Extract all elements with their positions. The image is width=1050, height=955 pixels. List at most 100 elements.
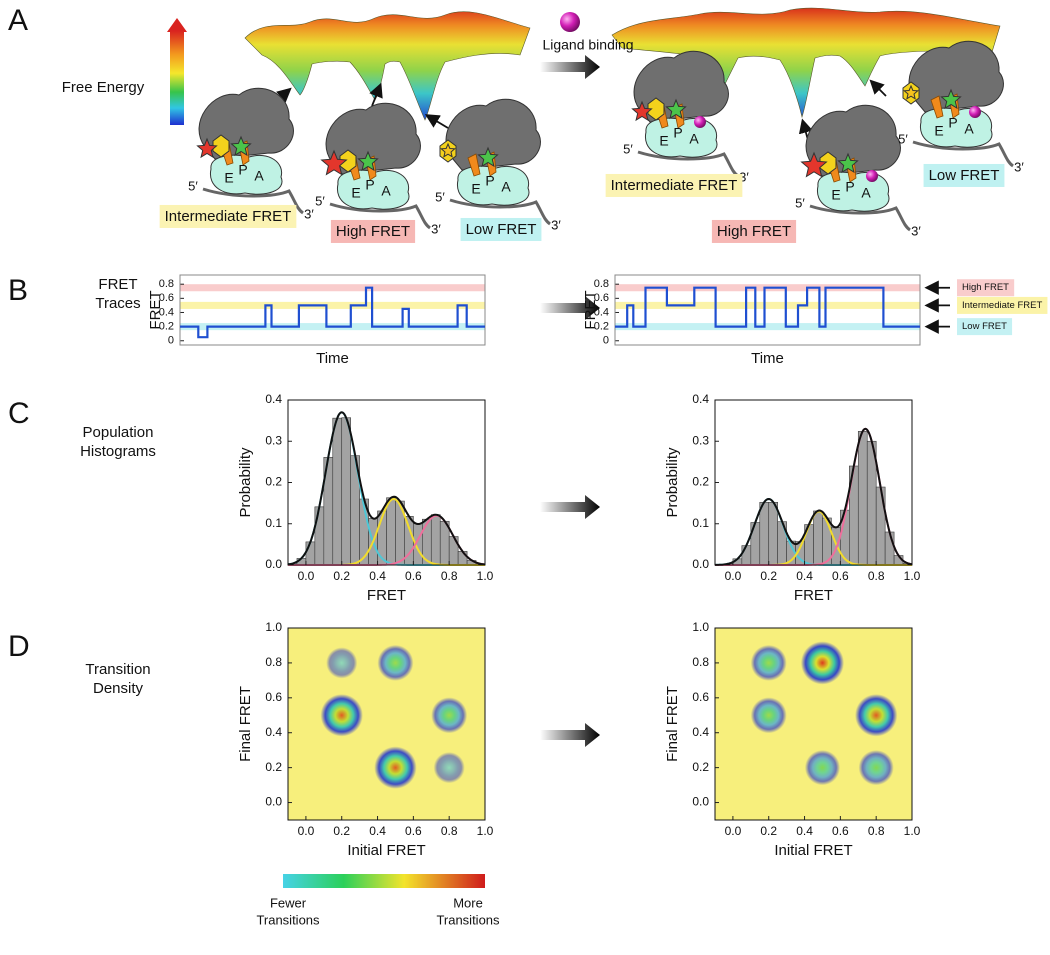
state-label: Low FRET: [466, 221, 537, 238]
x-tick-label: 0.2: [333, 569, 350, 583]
trna: [930, 95, 944, 119]
plot-frame: [614, 274, 921, 346]
large-subunit: [445, 98, 541, 171]
state-label-box: [711, 219, 797, 243]
density-peak: [750, 644, 787, 681]
hist-bar: [759, 501, 770, 566]
state-label: High FRET: [717, 223, 791, 240]
plot-frame: [287, 627, 486, 821]
hist-bar: [813, 510, 823, 566]
state-label-box: [330, 219, 416, 243]
hist-bar: [457, 551, 468, 566]
density-peak: [431, 697, 468, 734]
state-label-box: [159, 204, 297, 228]
y-tick-label: 0.8: [265, 655, 282, 669]
fluorophore: [903, 84, 919, 100]
end-label: 5′: [315, 193, 325, 208]
end-label: 3′: [431, 221, 441, 236]
y-tick-label: 0.8: [594, 278, 609, 290]
density-peak: [804, 750, 841, 786]
y-axis-label: FRET: [582, 290, 599, 329]
ligand: [866, 170, 878, 182]
y-tick-label: 0.6: [265, 690, 282, 704]
plot-frame: [714, 627, 913, 821]
site-label: P: [948, 115, 957, 131]
site-label: E: [224, 170, 233, 186]
x-axis-label: Initial FRET: [774, 842, 852, 859]
transition-arrow: [540, 495, 600, 519]
plot-frame: [714, 399, 913, 566]
hist-bar: [305, 541, 316, 566]
end-label: 3′: [739, 169, 749, 184]
y-tick-label: 0.0: [692, 557, 709, 571]
x-axis-label: Initial FRET: [347, 842, 425, 859]
hexagon: [647, 97, 665, 121]
site-label: E: [471, 181, 480, 197]
hist-bar: [332, 417, 343, 566]
band-label: High FRET: [962, 282, 1009, 293]
plot-frame: [287, 399, 486, 566]
end-label: 3′: [551, 217, 561, 232]
site-label: A: [254, 168, 264, 184]
site-label: A: [381, 183, 391, 199]
mrna: [449, 198, 551, 226]
end-label: 3′: [911, 223, 921, 238]
colorbar-label: Fewer: [270, 895, 307, 910]
large-subunit: [908, 40, 1004, 113]
fluorophore: [800, 151, 828, 178]
fluorophore: [320, 149, 348, 176]
y-tick-label: 0.2: [692, 760, 709, 774]
y-tick-label: 0.2: [265, 475, 282, 489]
state-label: Intermediate FRET: [611, 177, 738, 194]
density-peak: [858, 750, 894, 786]
end-label: 3′: [304, 206, 314, 221]
x-tick-label: 0.0: [298, 824, 315, 838]
mrna: [809, 204, 911, 232]
y-tick-label: 0.8: [159, 278, 174, 290]
ligand: [969, 106, 981, 118]
density-peak: [326, 647, 358, 679]
fret-band: [180, 301, 485, 309]
y-tick-label: 0.4: [265, 392, 282, 406]
end-label: 5′: [898, 131, 908, 146]
end-label: 5′: [795, 195, 805, 210]
fluorophore: [940, 88, 962, 110]
site-label: P: [845, 179, 854, 195]
y-tick-label: 0.1: [692, 516, 709, 530]
y-axis-label: Probability: [237, 447, 254, 518]
row-label: Traces: [95, 295, 140, 312]
hist-bar: [875, 486, 886, 566]
y-axis-label: FRET: [147, 290, 164, 329]
mrna: [202, 187, 304, 215]
state-label-box: [605, 173, 743, 197]
y-tick-label: 0.2: [265, 760, 282, 774]
row-label: Free Energy: [62, 79, 145, 96]
x-tick-label: 0.8: [441, 824, 458, 838]
x-tick-label: 0.0: [725, 824, 742, 838]
y-tick-label: 0.6: [594, 292, 609, 304]
density-peak: [377, 644, 414, 681]
colorbar: [283, 874, 485, 888]
fit-curve: [715, 427, 913, 566]
x-tick-label: 0.0: [298, 569, 315, 583]
y-tick-label: 0.4: [692, 725, 709, 739]
y-tick-label: 0.4: [594, 306, 609, 318]
y-axis-label: Final FRET: [237, 686, 254, 762]
y-tick-label: 0.3: [265, 433, 282, 447]
ligand: [694, 116, 706, 128]
hist-bar: [884, 531, 895, 566]
x-tick-label: 0.6: [405, 569, 422, 583]
y-tick-label: 0.4: [265, 725, 282, 739]
site-label: A: [861, 185, 871, 201]
x-axis-label: Time: [751, 350, 784, 367]
hexagon: [212, 134, 230, 158]
mrna: [329, 202, 431, 230]
panel-label: A: [8, 4, 28, 37]
x-tick-label: 0.6: [405, 824, 422, 838]
energy-bar-tip: [167, 18, 187, 32]
row-label: Density: [93, 680, 144, 697]
x-tick-label: 1.0: [477, 824, 494, 838]
fluorophore: [357, 150, 379, 172]
colorbar-label: Transitions: [436, 912, 500, 927]
x-tick-label: 0.2: [333, 824, 350, 838]
